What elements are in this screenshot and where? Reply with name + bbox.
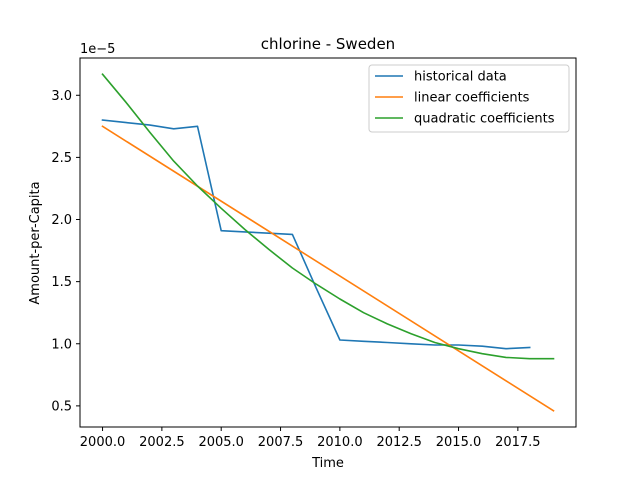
x-tick-label: 2012.5 [376, 435, 422, 450]
series-line-historical-data [101, 119, 531, 350]
axes-frame [79, 57, 577, 428]
y-tick-label: 1.5 [51, 275, 72, 290]
plot-area: 2000.0 2002.5 2005.0 2007.5 2010.0 2012.5 2015… [51, 57, 577, 450]
legend-entry-label: linear coefficients [414, 91, 530, 106]
y-tick-label: 2.5 [51, 151, 72, 166]
series-line-quadratic-coefficients [101, 73, 555, 360]
legend-entry-label: historical data [414, 70, 507, 85]
x-tick-label: 2005.0 [198, 435, 244, 450]
legend-entry-label: quadratic coefficients [414, 112, 555, 127]
y-tick-label: 0.5 [51, 399, 72, 414]
x-tick-label: 2017.5 [495, 435, 541, 450]
y-tick-label: 3.0 [51, 89, 72, 104]
chart-title: chlorine - Sweden [261, 35, 395, 53]
series-line-linear-coefficients [101, 125, 555, 412]
x-axis-label: Time [311, 456, 344, 471]
x-tick-label: 2000.0 [80, 435, 126, 450]
x-tick-label: 2010.0 [317, 435, 363, 450]
legend-box [368, 64, 570, 133]
x-tick-label: 2007.5 [258, 435, 304, 450]
y-axis-label: Amount-per-Capita [28, 181, 43, 304]
legend: historical data linear coefficients quadra… [368, 64, 570, 133]
y-offset-label: 1e−5 [80, 42, 115, 57]
x-tick-label: 2015.0 [436, 435, 482, 450]
x-tick-label: 2002.5 [139, 435, 185, 450]
y-tick-label: 2.0 [51, 213, 72, 228]
y-tick-label: 1.0 [51, 337, 72, 352]
